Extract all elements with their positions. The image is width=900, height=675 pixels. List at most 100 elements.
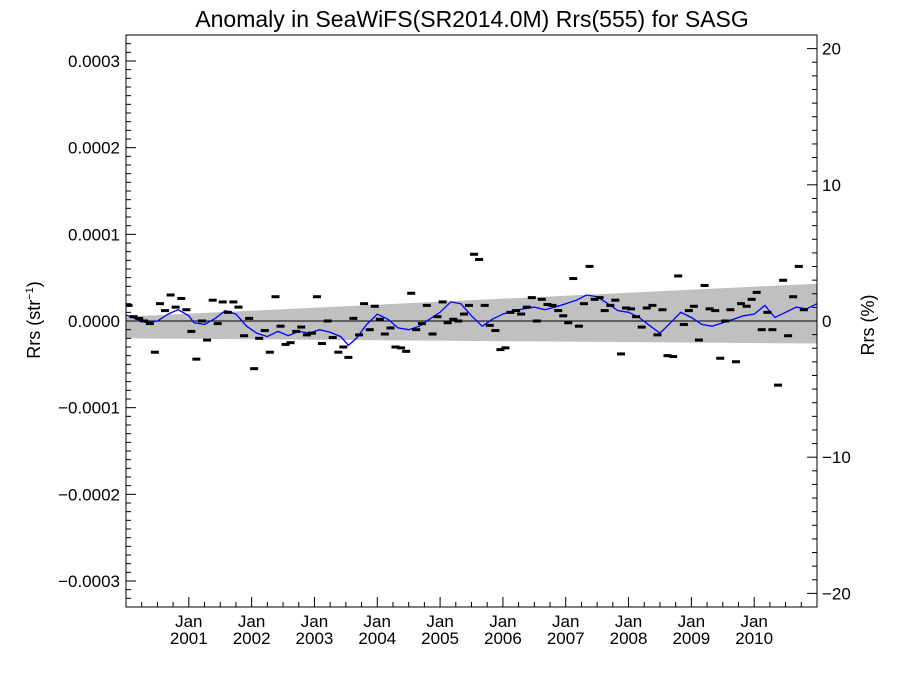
data-point — [126, 303, 133, 307]
data-point — [391, 345, 400, 349]
right-tick-label: 10 — [822, 176, 841, 195]
data-point — [632, 315, 641, 319]
x-tick-year-label: 2010 — [735, 629, 773, 648]
data-point — [203, 338, 212, 342]
x-tick-year-label: 2001 — [170, 629, 208, 648]
data-point — [784, 334, 793, 338]
data-point — [422, 303, 431, 307]
x-tick-year-label: 2002 — [233, 629, 271, 648]
data-point — [731, 360, 740, 364]
data-point — [475, 257, 484, 261]
data-point — [297, 325, 306, 329]
left-axis-label-close: ) — [24, 281, 44, 287]
right-axis-label: Rrs (%) — [858, 295, 878, 356]
data-point — [763, 310, 772, 314]
left-axis-label-superscript: −1 — [24, 287, 36, 300]
data-point — [653, 333, 662, 337]
data-point — [150, 350, 159, 354]
data-point — [574, 324, 583, 328]
smoothed-series-line — [126, 294, 817, 347]
data-point — [328, 335, 337, 339]
data-point — [491, 329, 500, 333]
data-point — [397, 346, 406, 350]
data-point — [480, 303, 489, 307]
data-point — [716, 356, 725, 360]
data-point — [370, 304, 379, 308]
right-tick-label: 20 — [822, 40, 841, 59]
x-tick-year-label: 2009 — [672, 629, 710, 648]
left-tick-label: 0.0002 — [68, 139, 120, 158]
x-tick-month-label: Jan — [552, 612, 579, 631]
data-point — [459, 312, 468, 316]
left-tick-label: 0.0000 — [68, 312, 120, 331]
data-point — [622, 306, 631, 310]
data-point — [658, 308, 667, 312]
right-tick-label: −10 — [822, 448, 851, 467]
x-tick-year-label: 2006 — [484, 629, 522, 648]
data-point — [443, 321, 452, 325]
data-point — [726, 308, 735, 312]
data-point — [281, 342, 290, 346]
data-point — [286, 341, 295, 345]
x-tick-year-label: 2003 — [296, 629, 334, 648]
data-point — [307, 331, 316, 335]
data-point — [554, 309, 563, 313]
data-point — [312, 295, 321, 299]
data-point — [617, 352, 626, 356]
data-point — [527, 296, 536, 300]
data-point — [208, 298, 217, 302]
data-point — [339, 345, 348, 349]
data-point — [590, 297, 599, 301]
data-point — [145, 322, 154, 326]
data-point — [522, 305, 531, 309]
data-point — [245, 316, 254, 320]
x-tick-year-label: 2008 — [610, 629, 648, 648]
data-point — [789, 295, 798, 299]
data-point — [611, 298, 620, 302]
data-point — [355, 333, 364, 337]
data-point — [799, 308, 808, 312]
data-point — [470, 252, 479, 256]
plot-data-group — [126, 252, 817, 387]
data-point — [700, 283, 709, 287]
data-point — [669, 355, 678, 359]
data-point — [438, 300, 447, 304]
data-point — [302, 333, 311, 337]
data-point — [375, 317, 384, 321]
data-point — [564, 321, 573, 325]
data-point — [579, 302, 588, 306]
data-point — [240, 334, 249, 338]
x-tick-year-label: 2007 — [547, 629, 585, 648]
data-point — [223, 310, 232, 314]
left-tick-label: −0.0002 — [58, 485, 120, 504]
data-point — [334, 350, 343, 354]
data-point — [595, 296, 604, 300]
x-tick-month-label: Jan — [740, 612, 767, 631]
data-point — [135, 316, 144, 320]
x-tick-month-label: Jan — [301, 612, 328, 631]
left-axis-label: Rrs (str−1) — [24, 281, 44, 359]
data-point — [271, 295, 280, 299]
data-point — [684, 309, 693, 313]
data-point — [365, 328, 374, 332]
data-point — [674, 274, 683, 278]
data-point — [721, 319, 730, 323]
data-point — [380, 332, 389, 336]
data-point — [689, 304, 698, 308]
data-point — [140, 319, 149, 323]
data-point — [569, 277, 578, 281]
data-point — [774, 383, 783, 387]
svg-text:Rrs (str−1): Rrs (str−1) — [24, 281, 44, 359]
x-tick-month-label: Jan — [364, 612, 391, 631]
data-point — [711, 309, 720, 313]
x-tick-month-label: Jan — [678, 612, 705, 631]
left-tick-label: 0.0001 — [68, 225, 120, 244]
right-tick-label: 0 — [822, 312, 831, 331]
data-point — [506, 310, 515, 314]
data-point — [736, 302, 745, 306]
data-point — [742, 304, 751, 308]
data-point — [705, 307, 714, 311]
data-point — [747, 297, 756, 301]
x-tick-year-label: 2005 — [421, 629, 459, 648]
